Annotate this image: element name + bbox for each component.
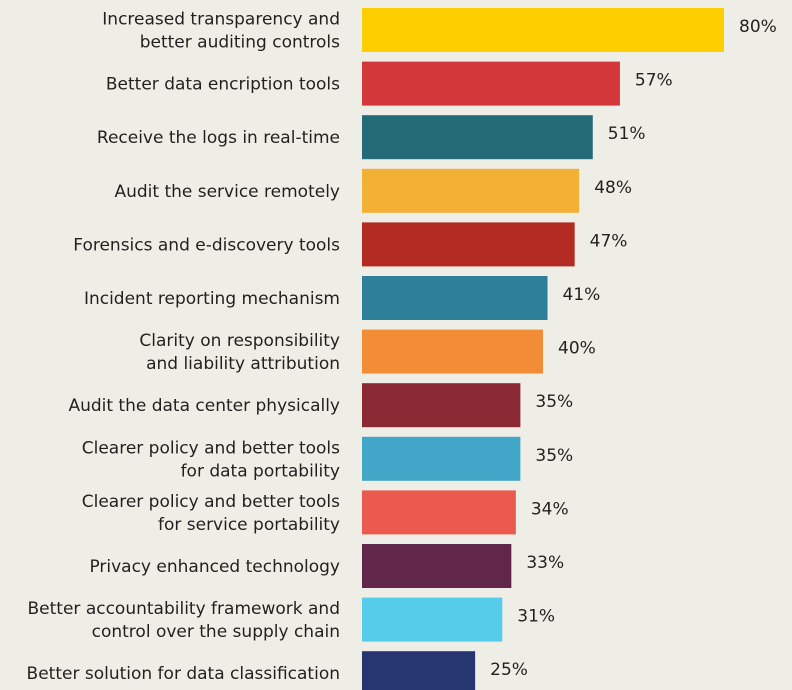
bar-row: Receive the logs in real-time 51%	[97, 115, 646, 160]
value-label: 34%	[531, 499, 569, 519]
bar-row: Better accountability framework and contr…	[28, 597, 555, 642]
value-label: 35%	[535, 392, 573, 412]
bar	[362, 651, 476, 690]
category-label: Clearer policy and better tools	[82, 492, 340, 512]
category-label: Audit the data center physically	[68, 396, 340, 416]
value-label: 40%	[558, 339, 596, 359]
value-label: 31%	[517, 607, 555, 627]
bar	[362, 8, 724, 52]
value-label: 41%	[563, 285, 601, 305]
category-label: and liability attribution	[146, 354, 340, 374]
value-label: 80%	[739, 17, 777, 37]
bar	[362, 490, 516, 535]
value-label: 57%	[635, 71, 673, 91]
bar	[362, 383, 521, 428]
bar	[362, 276, 548, 320]
bar	[362, 115, 593, 160]
bar-row: Forensics and e-discovery tools 47%	[73, 222, 628, 267]
category-label: for service portability	[158, 515, 340, 535]
bar-row: Better data encription tools 57%	[106, 61, 673, 106]
value-label: 47%	[590, 231, 628, 251]
category-label: Incident reporting mechanism	[84, 289, 340, 309]
bar-row: Privacy enhanced technology 33%	[89, 544, 564, 588]
category-label: Clarity on responsibility	[139, 331, 340, 351]
bar-row: Better solution for data classification 2…	[27, 651, 528, 690]
bar-row: Increased transparency and better auditin…	[102, 8, 777, 53]
category-label: Privacy enhanced technology	[89, 557, 340, 577]
bar	[362, 597, 503, 642]
value-label: 33%	[526, 553, 564, 573]
bar-row: Incident reporting mechanism 41%	[84, 276, 600, 320]
category-label: Better accountability framework and	[28, 599, 340, 619]
bar-row: Audit the data center physically 35%	[68, 383, 573, 428]
category-label: better auditing controls	[140, 33, 340, 53]
category-label: for data portability	[181, 461, 340, 481]
bar	[362, 61, 620, 106]
category-label: Forensics and e-discovery tools	[73, 235, 340, 255]
bar	[362, 436, 521, 481]
category-label: Better solution for data classification	[27, 664, 340, 684]
value-label: 51%	[608, 124, 646, 144]
bar-row: Audit the service remotely 48%	[114, 168, 632, 213]
category-label: Increased transparency and	[102, 10, 340, 30]
bar-row: Clarity on responsibility and liability a…	[139, 329, 596, 374]
value-label: 25%	[490, 660, 528, 680]
category-label: Receive the logs in real-time	[97, 128, 340, 148]
bar-row: Clearer policy and better tools for data …	[82, 436, 573, 481]
category-label: control over the supply chain	[92, 622, 340, 642]
bar	[362, 168, 580, 213]
bar	[362, 222, 575, 267]
value-label: 35%	[535, 446, 573, 466]
category-label: Better data encription tools	[106, 75, 340, 95]
value-label: 48%	[594, 178, 632, 198]
category-label: Clearer policy and better tools	[82, 438, 340, 458]
category-label: Audit the service remotely	[114, 182, 340, 202]
bar	[362, 544, 512, 588]
bar-row: Clearer policy and better tools for servi…	[82, 490, 569, 535]
bar	[362, 329, 543, 374]
